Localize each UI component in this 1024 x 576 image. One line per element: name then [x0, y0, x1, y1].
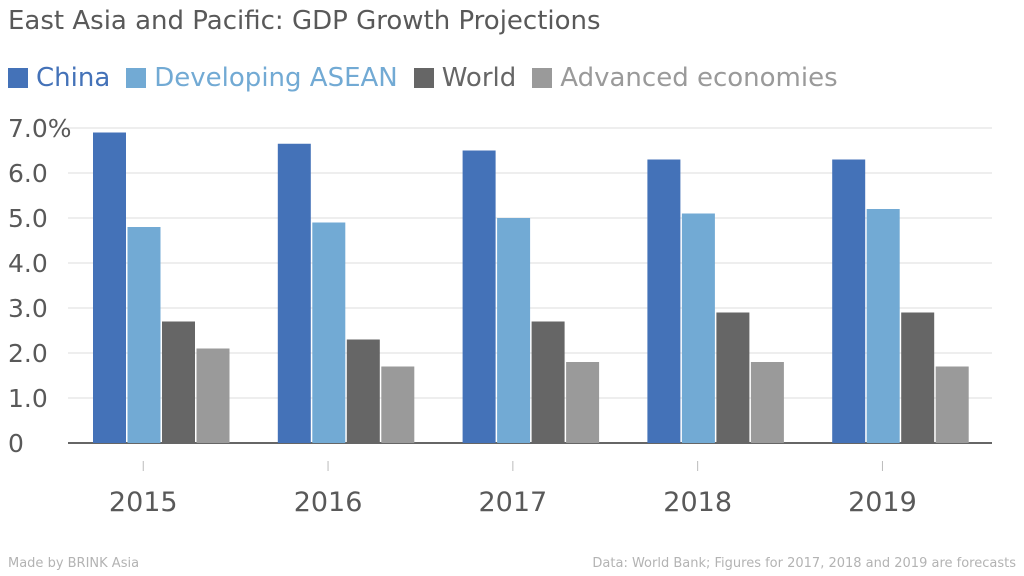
x-tick-label: 2019: [848, 487, 917, 518]
y-tick-label: 3.0: [8, 294, 48, 323]
bar: [462, 150, 496, 443]
legend-swatch-china: [8, 68, 28, 88]
chart-title: East Asia and Pacific: GDP Growth Projec…: [8, 6, 601, 36]
legend-label-developing-asean: Developing ASEAN: [154, 63, 398, 93]
legend-item-china: China: [8, 60, 110, 96]
chart-legend: China Developing ASEAN World Advanced ec…: [8, 60, 854, 96]
legend-item-developing-asean: Developing ASEAN: [126, 60, 398, 96]
bar: [901, 312, 935, 443]
y-tick-label: 4.0: [8, 249, 48, 278]
legend-label-china: China: [36, 63, 111, 93]
x-tick-label: 2015: [109, 487, 178, 518]
bar: [681, 213, 715, 443]
bar: [381, 366, 415, 443]
bar: [716, 312, 750, 443]
y-tick-label: 2.0: [8, 339, 48, 368]
bar: [162, 321, 195, 443]
bar: [127, 227, 161, 443]
legend-item-world: World: [413, 60, 517, 96]
x-tick-label: 2018: [663, 487, 732, 518]
legend-label-world: World: [441, 63, 517, 93]
legend-swatch-world: [413, 68, 434, 88]
legend-swatch-developing-asean: [126, 68, 147, 88]
y-tick-label: 7.0%: [8, 114, 72, 143]
bar: [497, 218, 531, 443]
bar: [277, 143, 311, 443]
bar: [196, 348, 230, 443]
bar: [566, 362, 600, 443]
bar: [832, 159, 866, 443]
bar: [531, 321, 565, 443]
footer-credit: Made by BRINK Asia: [8, 556, 140, 571]
bar: [312, 222, 346, 443]
bar: [93, 132, 126, 443]
x-tick-label: 2016: [294, 487, 363, 518]
y-tick-label: 0: [8, 429, 24, 458]
y-tick-label: 6.0: [8, 159, 48, 188]
y-tick-label: 5.0: [8, 204, 48, 233]
bar: [935, 366, 969, 443]
y-tick-label: 1.0: [8, 384, 48, 413]
bar: [346, 339, 380, 443]
footer-source: Data: World Bank; Figures for 2017, 2018…: [592, 556, 1016, 571]
legend-label-advanced-economies: Advanced economies: [560, 63, 838, 93]
bar: [647, 159, 681, 443]
bar: [750, 362, 784, 443]
x-tick-label: 2017: [478, 487, 547, 518]
legend-item-advanced-economies: Advanced economies: [532, 60, 838, 96]
legend-swatch-advanced-economies: [532, 68, 553, 88]
bar: [866, 209, 900, 443]
